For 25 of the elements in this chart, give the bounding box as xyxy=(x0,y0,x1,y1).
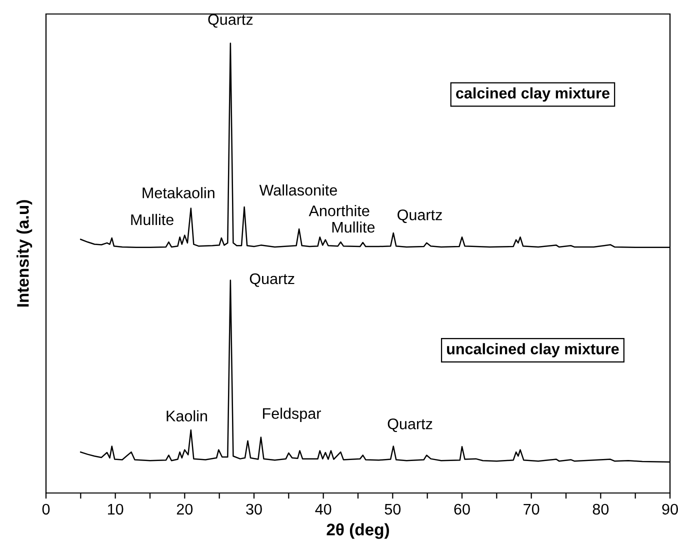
x-tick-label: 30 xyxy=(246,504,262,515)
annotation: Quartz xyxy=(208,14,253,28)
annotation: Kaolin xyxy=(166,410,207,422)
annotation: Feldspar xyxy=(263,408,321,422)
x-tick-label: 50 xyxy=(384,504,401,515)
x-tick-label: 70 xyxy=(524,504,540,515)
annotation: Quartz xyxy=(250,273,294,287)
x-tick-label: 80 xyxy=(592,504,609,515)
x-tick-label: 90 xyxy=(662,504,678,515)
text: calcined clay mixture xyxy=(456,87,610,102)
annotation: Wallasonite xyxy=(259,184,337,196)
annotation: Quartz xyxy=(398,209,442,224)
x-axis-title: 2θ (deg) xyxy=(326,523,389,539)
annotation: Metakaolin xyxy=(142,187,214,198)
x-tick-label: 60 xyxy=(454,504,470,515)
annotation: Anorthite xyxy=(308,205,370,216)
x-tick-label: 10 xyxy=(108,504,124,515)
x-tick-label: 40 xyxy=(315,504,332,515)
x-tick-label: 20 xyxy=(176,504,193,515)
annotation: Mullite xyxy=(332,221,375,233)
text: uncalcined clay mixture xyxy=(447,343,619,358)
x-tick-label: 0 xyxy=(42,504,50,515)
annotation: Quartz xyxy=(388,418,432,432)
annotation: Mullite xyxy=(131,214,174,226)
y-axis-title: Intensity (a.u) xyxy=(16,200,32,307)
